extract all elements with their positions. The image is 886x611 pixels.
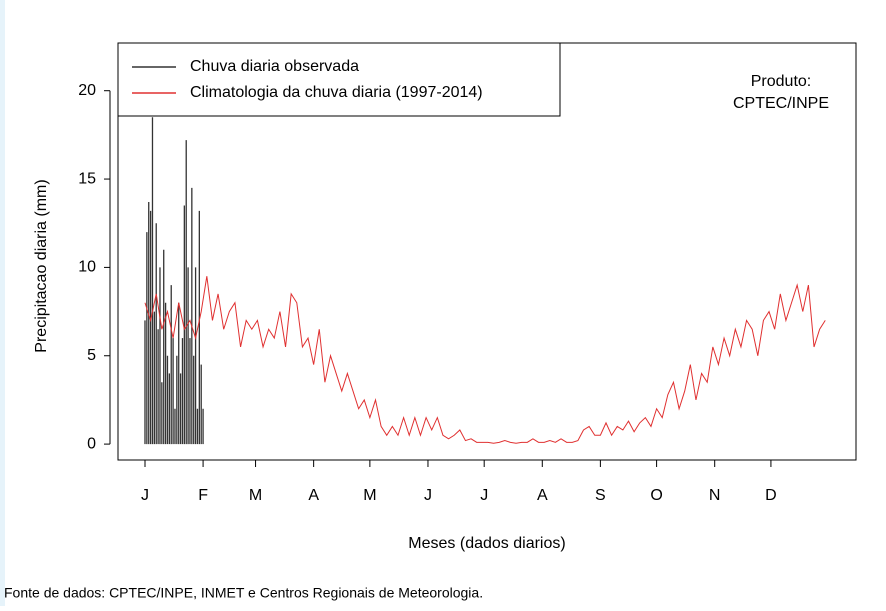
- side-strip: [0, 0, 5, 606]
- y-tick-label: 5: [87, 347, 96, 364]
- line: [144, 276, 826, 444]
- footer: Fonte de dados: CPTEC/INPE, INMET e Cent…: [4, 585, 483, 601]
- x-axis-label: Meses (dados diarios): [408, 535, 565, 552]
- x-tick-label: A: [537, 487, 548, 504]
- y-tick-label: 20: [78, 82, 96, 99]
- annotation: CPTEC/INPE: [733, 95, 829, 112]
- y-tick-label: 0: [87, 435, 96, 452]
- y-tick-label: 15: [78, 170, 96, 187]
- x-tick-label: M: [363, 487, 376, 504]
- annotation: Produto:: [751, 73, 811, 90]
- x-tick-label: N: [709, 487, 721, 504]
- y-axis-label: Precipitacao diaria (mm): [33, 179, 50, 352]
- x-tick-label: M: [249, 487, 262, 504]
- legend-box: [117, 42, 561, 117]
- legend-label: Chuva diaria observada: [190, 58, 359, 75]
- legend-label: Climatologia da chuva diaria (1997-2014): [190, 84, 483, 101]
- x-tick-label: O: [650, 487, 662, 504]
- x-tick-label: A: [308, 487, 319, 504]
- x-tick-label: J: [141, 487, 149, 504]
- x-tick-label: J: [424, 487, 432, 504]
- y-tick-label: 10: [78, 259, 96, 276]
- x-tick-label: S: [595, 487, 606, 504]
- x-tick-label: J: [480, 487, 488, 504]
- x-tick-label: F: [198, 487, 208, 504]
- x-tick-label: D: [765, 487, 777, 504]
